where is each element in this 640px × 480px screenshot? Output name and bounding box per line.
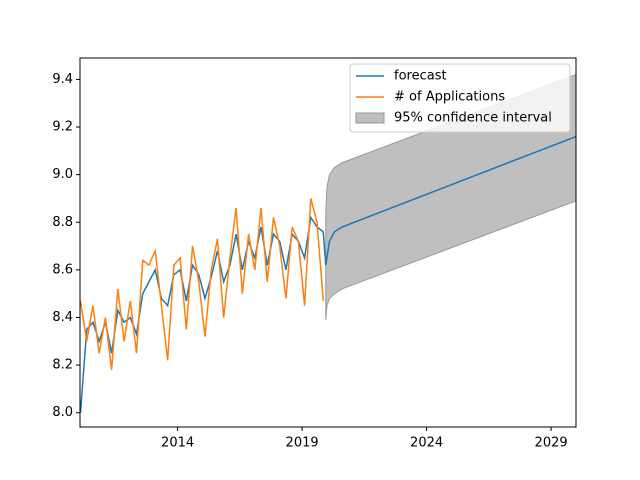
x-tick-label: 2024	[410, 436, 443, 451]
legend-swatch	[355, 112, 385, 124]
y-tick-label: 8.8	[52, 215, 73, 230]
y-tick-label: 8.6	[52, 262, 73, 277]
plot	[80, 74, 576, 413]
plot-frame	[79, 57, 577, 428]
y-tick-label: 8.0	[52, 405, 73, 420]
y-tick-label: 9.2	[52, 120, 73, 135]
x-tick-label: 2029	[535, 436, 568, 451]
legend-label: 95% confidence interval	[394, 111, 552, 126]
series-line	[80, 198, 325, 370]
x-tick-label: 2014	[161, 436, 194, 451]
legend-box	[349, 63, 571, 133]
y-tick-label: 8.2	[52, 358, 73, 373]
confidence-band	[325, 74, 576, 320]
y-tick-label: 9.0	[52, 167, 73, 182]
y-tick-label: 8.4	[52, 310, 73, 325]
y-tick-label: 9.4	[52, 72, 73, 87]
legend-label: forecast	[394, 69, 447, 84]
x-tick-label: 2019	[286, 436, 319, 451]
legend-label: # of Applications	[394, 90, 505, 105]
